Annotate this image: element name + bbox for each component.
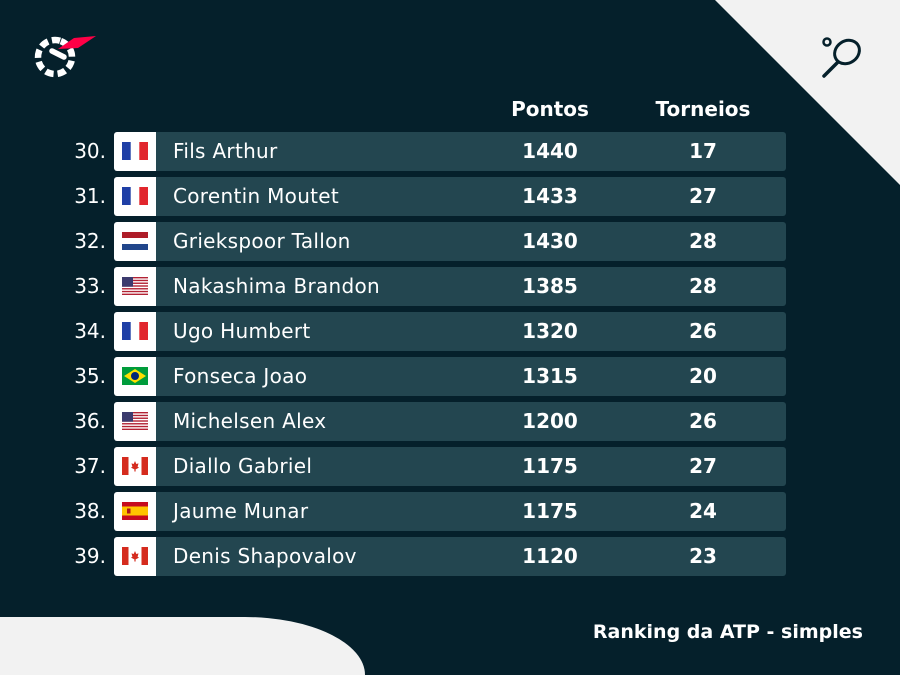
flag-cell	[114, 132, 156, 171]
rank-number: 33.	[74, 274, 106, 298]
points-value: 1120	[522, 544, 578, 568]
player-name: Ugo Humbert	[173, 319, 311, 343]
rank-number: 39.	[74, 544, 106, 568]
player-name: Fonseca Joao	[173, 364, 308, 388]
tournaments-value: 26	[689, 409, 717, 433]
player-name: Diallo Gabriel	[173, 454, 313, 478]
table-row: 30. Fils Arthur 1440 17	[74, 132, 786, 171]
flag-cell	[114, 177, 156, 216]
flag-cell	[114, 492, 156, 531]
france-flag-icon	[122, 322, 148, 340]
france-flag-icon	[122, 142, 148, 160]
rank-number: 37.	[74, 454, 106, 478]
player-name: Jaume Munar	[173, 499, 309, 523]
rank-number: 32.	[74, 229, 106, 253]
table-row: 39. Denis Shapovalov 1120 23	[74, 537, 786, 576]
corner-decoration-bottom-left	[0, 617, 365, 675]
points-value: 1315	[522, 364, 578, 388]
tournaments-value: 23	[689, 544, 717, 568]
brazil-flag-icon	[122, 367, 148, 385]
header-tournaments: Torneios	[655, 97, 751, 121]
points-value: 1175	[522, 499, 578, 523]
tournaments-value: 28	[689, 274, 717, 298]
tournaments-value: 17	[689, 139, 717, 163]
points-value: 1175	[522, 454, 578, 478]
netherlands-flag-icon	[122, 232, 148, 250]
table-row: 37. Diallo Gabriel 1175 27	[74, 447, 786, 486]
tournaments-value: 27	[689, 454, 717, 478]
footer-title: Ranking da ATP - simples	[592, 621, 863, 643]
rank-number: 35.	[74, 364, 106, 388]
flashscore-logo-icon	[34, 36, 96, 78]
table-row: 34. Ugo Humbert 1320 26	[74, 312, 786, 351]
player-name: Michelsen Alex	[173, 409, 327, 433]
rank-number: 30.	[74, 139, 106, 163]
points-value: 1440	[522, 139, 578, 163]
flag-cell	[114, 222, 156, 261]
flag-cell	[114, 267, 156, 306]
header-points: Pontos	[511, 97, 589, 121]
usa-flag-icon	[122, 412, 148, 430]
points-value: 1320	[522, 319, 578, 343]
tournaments-value: 24	[689, 499, 717, 523]
canada-flag-icon	[122, 547, 148, 565]
points-value: 1433	[522, 184, 578, 208]
player-name: Nakashima Brandon	[173, 274, 381, 298]
rank-number: 34.	[74, 319, 106, 343]
flag-cell	[114, 537, 156, 576]
france-flag-icon	[122, 187, 148, 205]
points-value: 1385	[522, 274, 578, 298]
points-value: 1430	[522, 229, 578, 253]
tournaments-value: 26	[689, 319, 717, 343]
canada-flag-icon	[122, 457, 148, 475]
usa-flag-icon	[122, 277, 148, 295]
table-row: 31. Corentin Moutet 1433 27	[74, 177, 786, 216]
flag-cell	[114, 402, 156, 441]
tennis-racket-icon	[822, 37, 861, 78]
spain-flag-icon	[122, 502, 148, 520]
flag-cell	[114, 357, 156, 396]
rank-number: 38.	[74, 499, 106, 523]
table-row: 36. Michelsen Alex 1200 26	[74, 402, 786, 441]
points-value: 1200	[522, 409, 578, 433]
player-name: Denis Shapovalov	[173, 544, 357, 568]
tournaments-value: 20	[689, 364, 717, 388]
flag-cell	[114, 312, 156, 351]
player-name: Griekspoor Tallon	[173, 229, 351, 253]
rank-number: 31.	[74, 184, 106, 208]
rank-number: 36.	[74, 409, 106, 433]
table-row: 32. Griekspoor Tallon 1430 28	[74, 222, 786, 261]
player-name: Fils Arthur	[173, 139, 278, 163]
tournaments-value: 27	[689, 184, 717, 208]
player-name: Corentin Moutet	[173, 184, 340, 208]
table-row: 33. Nakashima Brandon 1385 28	[74, 267, 786, 306]
flag-cell	[114, 447, 156, 486]
table-row: 38. Jaume Munar 1175 24	[74, 492, 786, 531]
table-row: 35. Fonseca Joao 1315 20	[74, 357, 786, 396]
tournaments-value: 28	[689, 229, 717, 253]
